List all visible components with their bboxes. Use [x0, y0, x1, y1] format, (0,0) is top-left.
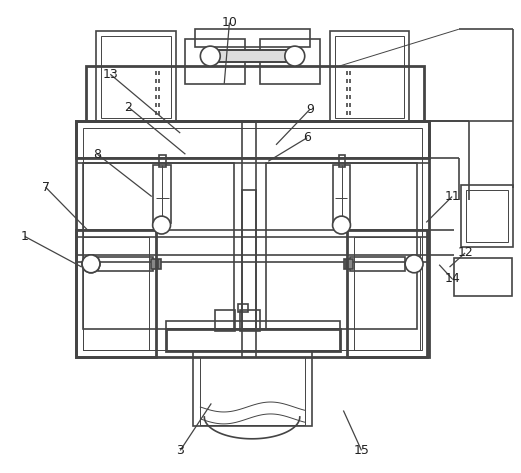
Text: 13: 13 [103, 68, 118, 81]
Circle shape [285, 46, 305, 66]
Bar [218, 50, 288, 62]
Circle shape [201, 46, 220, 66]
Bar [201, 357, 305, 425]
Bar [166, 322, 340, 330]
Text: 1: 1 [21, 230, 29, 243]
Bar [461, 185, 513, 247]
Bar [454, 258, 512, 296]
Text: 15: 15 [354, 444, 369, 457]
Text: 7: 7 [42, 181, 49, 193]
Bar [330, 31, 409, 121]
Text: 2: 2 [125, 101, 132, 114]
Bar [153, 166, 170, 223]
Bar [332, 166, 351, 223]
Circle shape [405, 255, 423, 273]
Bar [96, 31, 176, 121]
Bar [240, 309, 260, 332]
Bar [83, 237, 148, 350]
Bar [83, 128, 422, 350]
Bar [466, 190, 507, 242]
Bar [215, 309, 235, 332]
Bar [354, 237, 420, 350]
Bar [266, 164, 417, 330]
Bar [101, 36, 170, 118]
Bar [218, 50, 288, 62]
Bar [334, 36, 404, 118]
Bar [76, 230, 156, 357]
Text: 8: 8 [93, 148, 102, 161]
Bar [193, 351, 312, 426]
Bar [351, 257, 405, 271]
Circle shape [153, 216, 170, 234]
Bar [151, 259, 160, 269]
Bar [158, 156, 166, 167]
Bar [98, 257, 153, 271]
Text: 12: 12 [457, 246, 473, 260]
Circle shape [82, 255, 100, 273]
Text: 11: 11 [444, 190, 460, 203]
Bar [86, 66, 424, 121]
Bar [76, 121, 429, 158]
Text: 10: 10 [221, 16, 238, 29]
Bar [238, 304, 248, 312]
Text: 6: 6 [303, 131, 311, 144]
Bar [166, 330, 340, 351]
Bar [339, 156, 345, 167]
Bar [185, 39, 245, 84]
Bar [260, 39, 320, 84]
Circle shape [332, 216, 351, 234]
Bar [242, 190, 256, 330]
Bar [76, 121, 429, 357]
Circle shape [82, 255, 100, 273]
Text: 3: 3 [176, 444, 184, 457]
Bar [83, 164, 234, 330]
Bar [343, 259, 353, 269]
Text: 9: 9 [306, 103, 314, 116]
Bar [195, 29, 309, 47]
Text: 14: 14 [444, 272, 460, 285]
Bar [348, 230, 427, 357]
